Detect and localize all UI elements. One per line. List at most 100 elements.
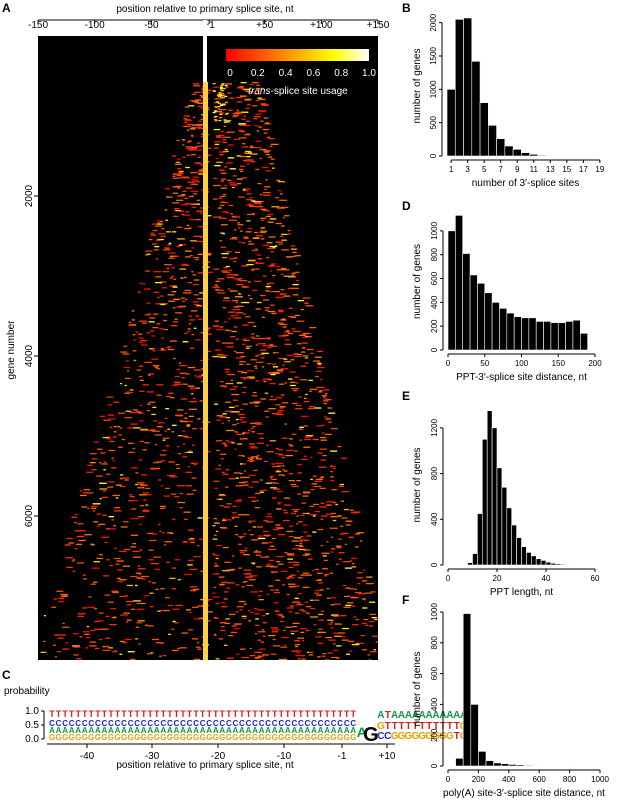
heatmap-cell <box>156 223 163 225</box>
heatmap-cell <box>265 170 272 172</box>
heatmap-cell <box>194 369 202 371</box>
heatmap-cell <box>296 404 302 407</box>
heatmap-cell <box>126 604 132 606</box>
heatmap-cell <box>126 370 129 372</box>
d-hist-bar <box>550 322 559 351</box>
heatmap-cell <box>222 104 226 106</box>
heatmap-cell <box>302 355 309 357</box>
heatmap-cell <box>186 493 194 495</box>
heatmap-cell <box>317 572 323 574</box>
heatmap-cell <box>243 569 252 571</box>
heatmap-cell <box>265 309 269 311</box>
heatmap-cell <box>264 307 270 309</box>
heatmap-cell <box>71 516 78 518</box>
heatmap-cell <box>148 429 154 432</box>
heatmap-cell <box>290 384 296 387</box>
heatmap-cell <box>318 582 323 584</box>
heatmap-cell <box>214 403 218 405</box>
heatmap-cell <box>223 519 232 521</box>
heatmap-cell <box>114 547 117 549</box>
heatmap-cell <box>131 319 135 321</box>
heatmap-cell <box>288 472 294 475</box>
heatmap-cell <box>214 617 219 619</box>
f-y-tick-label: 0 <box>430 763 439 768</box>
heatmap-cell <box>251 268 260 270</box>
heatmap-cell <box>114 507 121 509</box>
heatmap-cell <box>263 150 271 152</box>
heatmap-cell <box>252 289 258 291</box>
heatmap-cell <box>312 515 316 517</box>
heatmap-cell <box>313 503 319 506</box>
logo-letter: G <box>88 733 94 742</box>
heatmap-cell <box>259 294 266 297</box>
heatmap-cell <box>172 620 176 623</box>
heatmap-cell <box>312 531 317 533</box>
heatmap-cell <box>245 576 253 578</box>
heatmap-cell <box>257 609 265 611</box>
heatmap-cell <box>272 528 279 531</box>
heatmap-cell <box>102 649 111 652</box>
heatmap-cell <box>183 115 191 117</box>
logo-letter: T <box>69 709 75 719</box>
heatmap-cell <box>310 651 314 653</box>
heatmap-cell <box>251 249 258 252</box>
heatmap-cell <box>300 627 307 630</box>
heatmap-cell <box>159 328 165 330</box>
heatmap-cell <box>171 275 174 277</box>
heatmap-cell <box>262 343 266 345</box>
heatmap-cell <box>249 534 254 536</box>
heatmap-cell <box>235 584 240 586</box>
logo-letter: G <box>239 733 245 742</box>
heatmap-cell <box>124 377 131 380</box>
heatmap-cell <box>168 461 175 463</box>
heatmap-cell <box>252 337 259 340</box>
heatmap-cell <box>147 652 153 655</box>
heatmap-cell <box>184 332 188 335</box>
heatmap-cell <box>310 435 313 437</box>
heatmap-cell <box>260 556 269 558</box>
heatmap-cell <box>101 536 109 538</box>
heatmap-cell <box>325 513 333 515</box>
logo-letter: T <box>220 709 226 719</box>
heatmap-cell <box>270 143 279 146</box>
heatmap-cell <box>77 613 86 615</box>
logo-letter: A <box>412 710 419 721</box>
heatmap-cell <box>152 313 159 315</box>
heatmap-cell <box>226 417 231 419</box>
heatmap-cell <box>216 419 221 421</box>
heatmap-cell <box>322 454 327 457</box>
heatmap-cell <box>130 659 136 660</box>
heatmap-cell <box>166 474 172 477</box>
logo-letter: C <box>75 719 81 728</box>
b-hist-bar <box>471 61 481 157</box>
logo-letter: T <box>405 721 411 732</box>
heatmap-cell <box>261 615 266 617</box>
heatmap-cell <box>235 312 244 314</box>
heatmap-cell <box>291 328 296 330</box>
logo-letter: G <box>405 731 413 742</box>
colorbar-tick-label: 0 <box>227 68 233 79</box>
heatmap-cell <box>256 499 259 502</box>
heatmap-cell <box>71 560 75 562</box>
heatmap-cell <box>173 298 181 300</box>
d-y-tick-label: 0 <box>430 347 439 352</box>
heatmap-cell <box>341 639 347 641</box>
heatmap-cell <box>140 602 146 605</box>
heatmap-cell <box>218 576 225 578</box>
heatmap-cell <box>296 515 299 517</box>
heatmap-cell <box>262 209 270 212</box>
heatmap-cell <box>303 397 307 400</box>
heatmap-cell <box>253 231 259 234</box>
heatmap-cell <box>176 245 180 248</box>
logo-letter: G <box>213 733 219 742</box>
heatmap-cell <box>238 196 245 198</box>
heatmap-cell <box>294 376 299 378</box>
heatmap-cell <box>245 152 252 155</box>
heatmap-cell <box>90 629 96 632</box>
heatmap-cell <box>227 179 231 182</box>
heatmap-cell <box>128 451 135 454</box>
heatmap-cell <box>94 628 102 630</box>
e-hist-bar <box>467 562 473 566</box>
heatmap-cell <box>213 268 220 270</box>
heatmap-cell <box>179 507 183 509</box>
